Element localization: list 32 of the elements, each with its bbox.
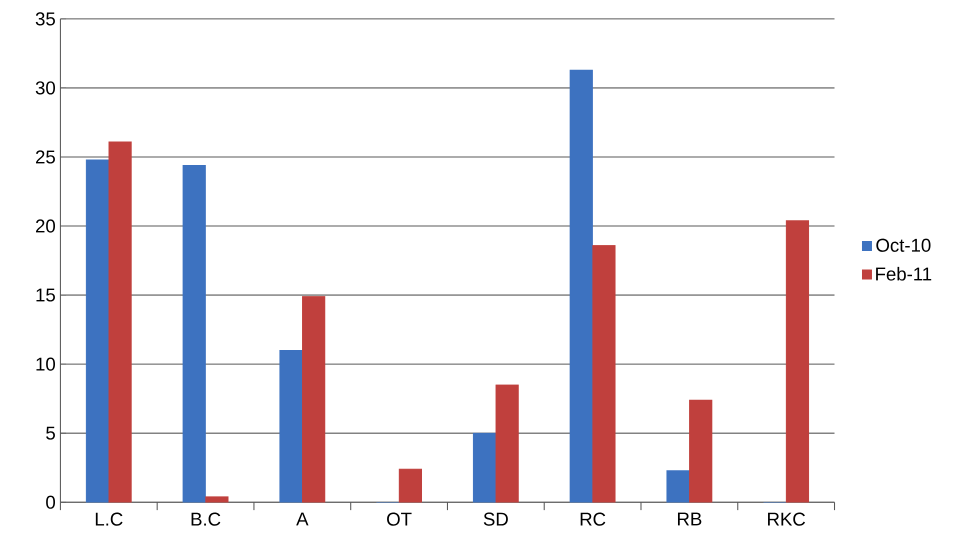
bar: [786, 220, 810, 503]
bar: [689, 400, 712, 503]
bar: [302, 296, 326, 503]
y-tick-label: 35: [36, 12, 55, 26]
bar: [496, 384, 519, 503]
x-tick-label: B.C: [192, 512, 220, 526]
bar: [205, 496, 228, 503]
bar: [86, 160, 110, 503]
legend-label: Feb-11: [876, 266, 932, 281]
y-tick-label: 25: [36, 150, 55, 164]
bar: [182, 165, 206, 503]
bar: [279, 350, 303, 503]
bar: [472, 432, 496, 503]
x-tick-label: L.C: [96, 512, 123, 526]
y-tick-label: 15: [36, 288, 55, 302]
x-tick-label: OT: [387, 512, 412, 526]
y-tick-label: 0: [46, 496, 56, 509]
bar: [570, 70, 593, 503]
x-tick-label: A: [296, 512, 308, 526]
x-tick-label: RKC: [768, 512, 806, 526]
bar: [398, 468, 422, 503]
bar: [666, 470, 690, 503]
x-tick-label: RB: [678, 512, 702, 526]
y-tick-label: 30: [36, 81, 56, 95]
y-tick-label: 5: [46, 426, 55, 440]
x-tick-label: RC: [580, 512, 606, 526]
bar: [592, 245, 616, 503]
y-tick-label: 20: [36, 219, 56, 233]
x-tick-label: SD: [484, 512, 508, 526]
bar: [108, 142, 132, 503]
legend-label: Oct-10: [876, 238, 931, 252]
y-tick-label: 10: [36, 358, 56, 371]
